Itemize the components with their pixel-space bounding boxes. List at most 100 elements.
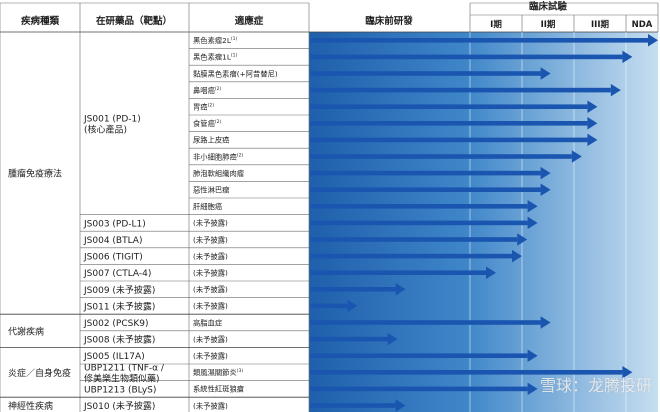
progress-bar-arrowhead [540,67,551,80]
progress-bar-arrowhead [395,399,406,412]
indication-label: 高脂血症 [193,318,222,327]
footnote-marker: (1) [231,36,238,42]
drug-label: UBP1211 (TNF-α / [84,363,165,373]
progress-bar-shaft [310,137,588,143]
progress-bar-shaft [310,336,388,342]
category-label: 神經性疾病 [8,400,53,412]
progress-bar-arrowhead [527,200,538,213]
header-category: 疾病種類 [21,15,60,27]
drug-label: JS007 (CTLA-4) [83,269,151,279]
progress-bar-shaft [310,54,623,60]
drug-label: JS010 (未予披露) [83,400,155,412]
progress-bar-shaft [310,370,623,375]
indication-label: (未予披露) [193,252,228,261]
indication-label: (未予披露) [193,401,228,410]
indication-label: (未予披露) [193,285,228,294]
drug-label: JS008 (未予披露) [83,334,155,346]
footnote-marker: (2) [208,103,215,109]
indication-label: (未予披露) [193,219,228,228]
progress-bar-shaft [310,353,528,358]
indication-label: 惡性淋巴瘤 [193,186,230,195]
category-label: 代謝疾病 [8,325,44,337]
drug-label: JS003 (PD-L1) [83,219,146,229]
progress-bar-arrowhead [527,216,538,230]
progress-bar-arrowhead [387,332,398,346]
category-label: 腫瘤免疫療法 [8,168,62,180]
progress-bar-shaft [310,38,648,43]
progress-bar-shaft [310,71,541,76]
progress-bar-arrowhead [587,133,598,147]
progress-bar-arrowhead [486,266,496,279]
category-label: 炎症／自身免疫 [8,367,71,379]
progress-bar-shaft [310,403,396,408]
progress-bar-arrowhead [648,34,658,47]
drug-label: JS002 (PCSK9) [83,319,148,329]
indication-label: (未予披露) [193,302,228,311]
progress-bar-shaft [310,237,518,242]
progress-bar-arrowhead [571,150,582,163]
header-clinical: 臨床試驗 [529,1,568,13]
progress-bar-shaft [310,386,528,392]
progress-bar-shaft [310,320,541,325]
progress-bar-shaft [310,287,396,292]
drug-label: JS006 (TIGIT) [83,253,143,263]
progress-bar-shaft [310,253,512,259]
footnote-marker: (2) [215,119,222,125]
indication-label: 尿路上皮癌 [193,136,229,145]
footnote-marker: (1) [231,53,238,59]
drug-label: JS005 (IL17A) [83,352,145,362]
drug-label: 修美樂生物類似藥) [84,372,160,384]
progress-bar-shaft [310,220,528,226]
progress-bar-arrowhead [527,349,538,362]
indication-label: 非小細胞肺癌(2) [193,152,243,161]
watermark-text: 雪球：龙腾投研 [540,376,653,395]
indication-label: 黑色素瘤2L(1) [193,36,238,45]
indication-label: 黏膜黑色素瘤(+阿昔替尼) [193,69,278,78]
header-nda: NDA [632,20,653,30]
progress-bar-shaft [310,121,588,126]
header-drug: 在研藥品（靶點） [96,15,172,27]
progress-bar-shaft [310,204,528,209]
progress-bar-arrowhead [347,299,358,313]
progress-bar-arrowhead [395,283,406,296]
progress-bar-shaft [310,104,588,109]
progress-bar-shaft [310,170,541,176]
progress-bar-shaft [310,270,486,275]
header-phase1: I期 [490,19,502,30]
header-preclinical: 臨床前研發 [365,15,413,27]
footnote-marker: (3) [237,368,244,374]
progress-bar-arrowhead [540,316,551,329]
drug-label: UBP1213 (BLyS) [84,385,156,395]
header-indication: 適應症 [235,15,264,27]
indication-label: (未予披露) [193,269,228,278]
progress-bar-arrowhead [527,382,538,396]
progress-bar-arrowhead [517,233,528,246]
progress-bar-shaft [310,303,348,309]
indication-label: (未予披露) [193,235,228,244]
drug-label: JS009 (未予披露) [83,284,155,296]
indication-label: 胃癌(2) [193,103,214,112]
drug-label: (核心產品) [84,123,127,135]
progress-bar-arrowhead [622,50,633,64]
progress-bar-arrowhead [622,366,633,379]
progress-bar-shaft [310,87,611,93]
progress-bar-arrowhead [587,100,598,113]
progress-bar-shaft [310,154,572,159]
drug-label: JS001 (PD-1) [83,114,141,124]
indication-label: 鼻咽癌(2) [193,86,222,95]
indication-label: 系統性紅斑狼瘡 [193,385,245,394]
header-phase2: II期 [541,19,556,30]
drug-label: JS011 (未予披露) [83,300,155,312]
indication-label: 食管癌(2) [193,119,222,128]
indication-label: 肝細胞癌 [193,202,222,211]
indication-label: 黑色素瘤1L(1) [193,53,238,62]
indication-label: 類風濕關節炎(3) [193,368,243,377]
footnote-marker: (2) [215,86,222,92]
progress-bar-arrowhead [540,166,551,180]
footnote-marker: (2) [237,152,244,158]
bar-layer [310,34,658,412]
drug-label: JS004 (BTLA) [83,236,142,246]
